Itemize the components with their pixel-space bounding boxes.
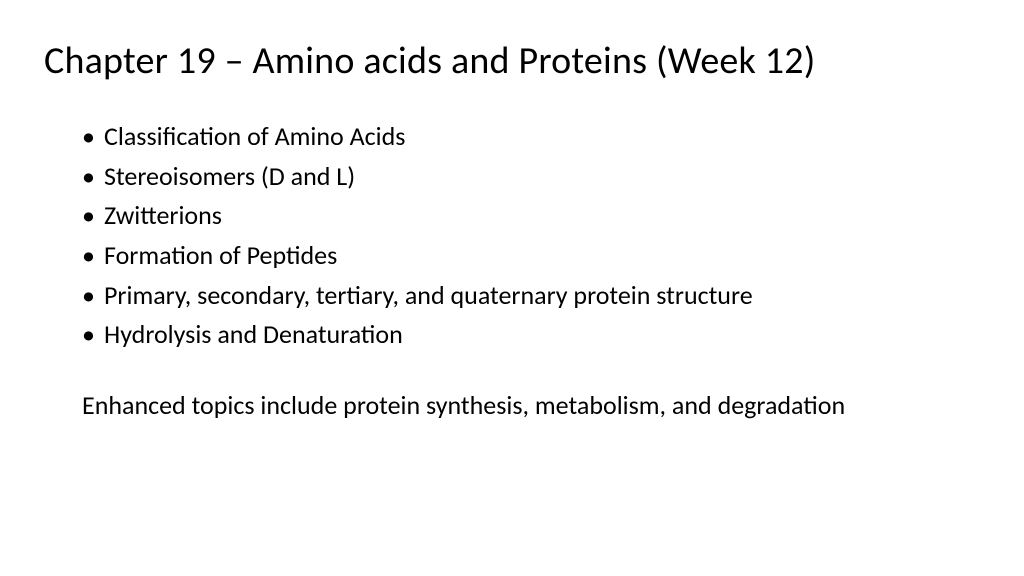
list-item: Zwitterions xyxy=(82,197,980,235)
bullet-list: Classification of Amino Acids Stereoisom… xyxy=(44,118,980,354)
list-item: Hydrolysis and Denaturation xyxy=(82,316,980,354)
list-item: Classification of Amino Acids xyxy=(82,118,980,156)
enhanced-topics-text: Enhanced topics include protein synthesi… xyxy=(44,390,980,421)
list-item: Formation of Peptides xyxy=(82,237,980,275)
slide-title: Chapter 19 – Amino acids and Proteins (W… xyxy=(44,38,980,84)
list-item: Primary, secondary, tertiary, and quater… xyxy=(82,277,980,315)
list-item: Stereoisomers (D and L) xyxy=(82,158,980,196)
